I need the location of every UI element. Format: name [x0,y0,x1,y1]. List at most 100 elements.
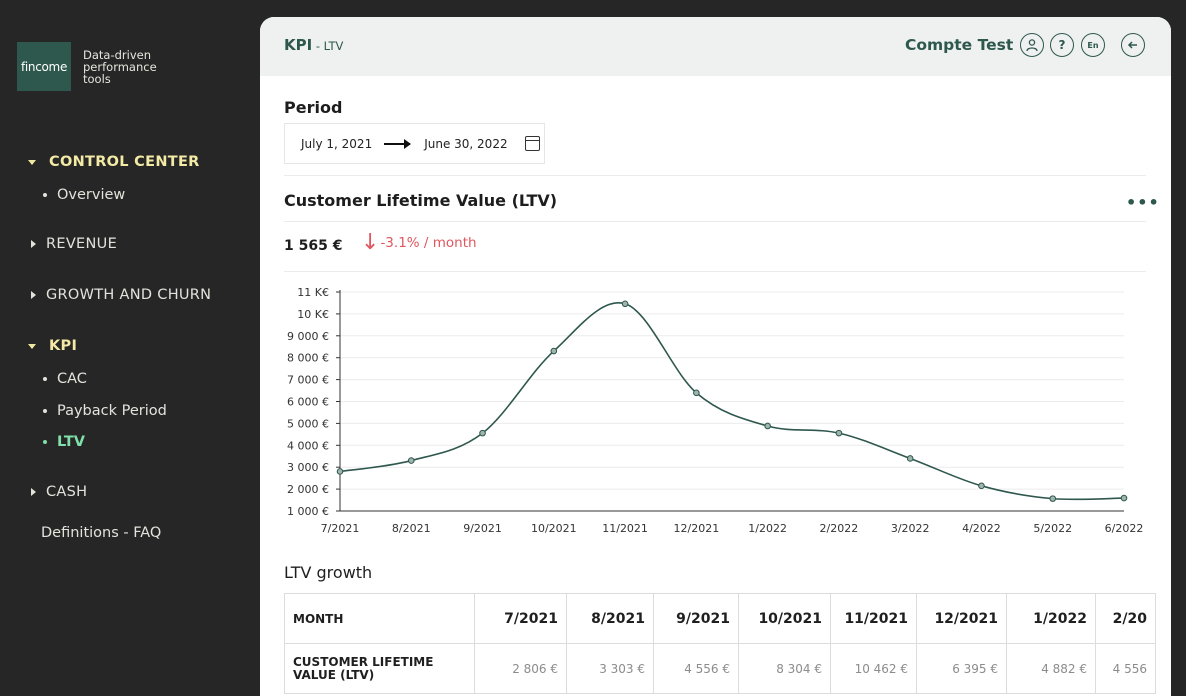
x-tick-label: 12/2021 [674,522,720,535]
logo[interactable]: fincome [17,42,71,91]
calendar-icon[interactable] [524,136,540,151]
month-column-header: 9/2021 [653,593,739,644]
ltv-cell: 4 556 € [653,643,739,694]
kpi-value: 1 565 € [284,238,343,254]
y-tick-label: 3 000 € [287,461,329,474]
nav-section-kpi[interactable]: KPI [28,338,77,354]
data-point [693,389,700,397]
x-tick-label: 10/2021 [531,522,577,535]
y-tick-label: 11 K€ [297,286,329,299]
y-tick-label: 9 000 € [287,330,329,343]
top-bar: KPI - LTV Compte Test ? En [260,17,1171,76]
ltv-cell: 6 395 € [916,643,1007,694]
month-column-header: 12/2021 [916,593,1007,644]
y-tick-label: 2 000 € [287,483,329,496]
divider [284,271,1146,272]
data-point [550,347,558,355]
kpi-change-text: -3.1% / month [380,235,477,251]
ltv-cell: 10 462 € [830,643,917,694]
end-date[interactable]: June 30, 2022 [424,136,508,151]
x-tick-label: 6/2022 [1105,522,1144,535]
ltv-cell: 3 303 € [566,643,654,694]
caret-right-icon [31,240,36,248]
caret-right-icon [31,488,36,496]
breadcrumb-sub: LTV [323,39,344,53]
month-column-header: 1/2022 [1006,593,1096,644]
y-tick-label: 5 000 € [287,417,329,430]
language-button[interactable]: En [1081,33,1105,57]
divider [284,175,1146,176]
period-title: Period [284,98,343,117]
nav-section-label: REVENUE [46,236,118,252]
nav-section-label: KPI [49,338,78,354]
tagline: Data-driven performance tools [83,47,157,86]
y-tick-label: 10 K€ [297,308,329,321]
ltv-line-chart: 1 000 € 2 000 € 3 000 € 4 000 € 5 000 € 6 000… [287,286,1144,535]
more-options-icon[interactable]: ••• [1126,193,1160,212]
x-tick-label: 1/2022 [748,522,787,535]
table-row: CUSTOMER LIFETIME VALUE (LTV) 2 806 €3 3… [284,643,1156,694]
ltv-cell: 8 304 € [738,643,831,694]
y-tick-label: 4 000 € [287,439,329,452]
data-point [407,457,415,464]
nav-item-label: Overview [57,187,126,203]
data-point [1049,495,1057,502]
nav-section-label: CONTROL CENTER [49,154,200,170]
logout-icon[interactable] [1121,33,1145,57]
x-tick-label: 3/2022 [891,522,930,535]
brand[interactable]: fincome Data-driven performance tools [17,42,173,91]
nav-section-label: GROWTH AND CHURN [46,287,212,303]
x-tick-label: 9/2021 [463,522,502,535]
kpi-change: ↓ -3.1% / month [361,232,477,254]
caret-down-icon [28,343,36,349]
sidebar: fincome Data-driven performance tools CO… [0,0,250,696]
ltv-cell: 4 882 € [1006,643,1096,694]
month-column-header: 2/20 [1095,593,1156,644]
breadcrumb-sep: - [312,39,324,53]
user-icon[interactable] [1020,33,1044,57]
nav-section-revenue[interactable]: REVENUE [28,236,117,252]
arrow-down-icon: ↓ [361,230,380,255]
growth-table: MONTH 7/2021 8/2021 9/2021 10/2021 11/2021 12… [284,593,1156,694]
y-tick-label: 6 000 € [287,396,329,409]
month-column-header: 7/2021 [474,593,567,644]
nav-item-cac[interactable]: CAC [43,371,87,387]
nav-section-cash[interactable]: CASH [28,484,87,500]
nav-section-label: CASH [46,484,88,500]
data-point [1120,494,1128,502]
x-tick-label: 2/2022 [820,522,859,535]
growth-title: LTV growth [284,563,373,582]
start-date[interactable]: July 1, 2021 [301,136,373,151]
nav-section-growth-churn[interactable]: GROWTH AND CHURN [28,287,211,303]
data-point [621,300,629,308]
month-column-header: 11/2021 [830,593,917,644]
card-title: Customer Lifetime Value (LTV) [284,191,558,210]
nav-section-control-center[interactable]: CONTROL CENTER [28,154,200,170]
divider [284,221,1146,222]
nav-item-overview[interactable]: Overview [43,187,125,203]
caret-down-icon [28,159,36,165]
month-column-header: 10/2021 [738,593,831,644]
x-tick-label: 5/2022 [1033,522,1072,535]
nav-item-ltv[interactable]: LTV [43,434,85,450]
date-range-picker[interactable]: July 1, 2021 June 30, 2022 [284,123,545,164]
y-tick-label: 8 000 € [287,352,329,365]
account-name: Compte Test [905,36,1014,54]
data-point [835,429,843,437]
bullet-icon [43,193,47,197]
nav-item-label: LTV [57,434,85,450]
bullet-icon [43,440,47,444]
nav-item-faq[interactable]: Definitions - FAQ [41,525,162,541]
table-header-row: MONTH 7/2021 8/2021 9/2021 10/2021 11/2021 12… [284,593,1156,644]
bullet-icon [43,409,47,413]
nav-item-payback-period[interactable]: Payback Period [43,403,167,419]
help-icon[interactable]: ? [1050,33,1074,57]
row-label: CUSTOMER LIFETIME VALUE (LTV) [284,643,475,694]
ltv-cell: 4 556 [1095,643,1156,694]
arrow-right-icon [384,138,412,149]
breadcrumb-main: KPI [284,36,313,54]
nav-item-label: CAC [57,371,87,387]
data-point [479,429,486,437]
data-point [336,468,344,475]
data-point [764,422,771,430]
